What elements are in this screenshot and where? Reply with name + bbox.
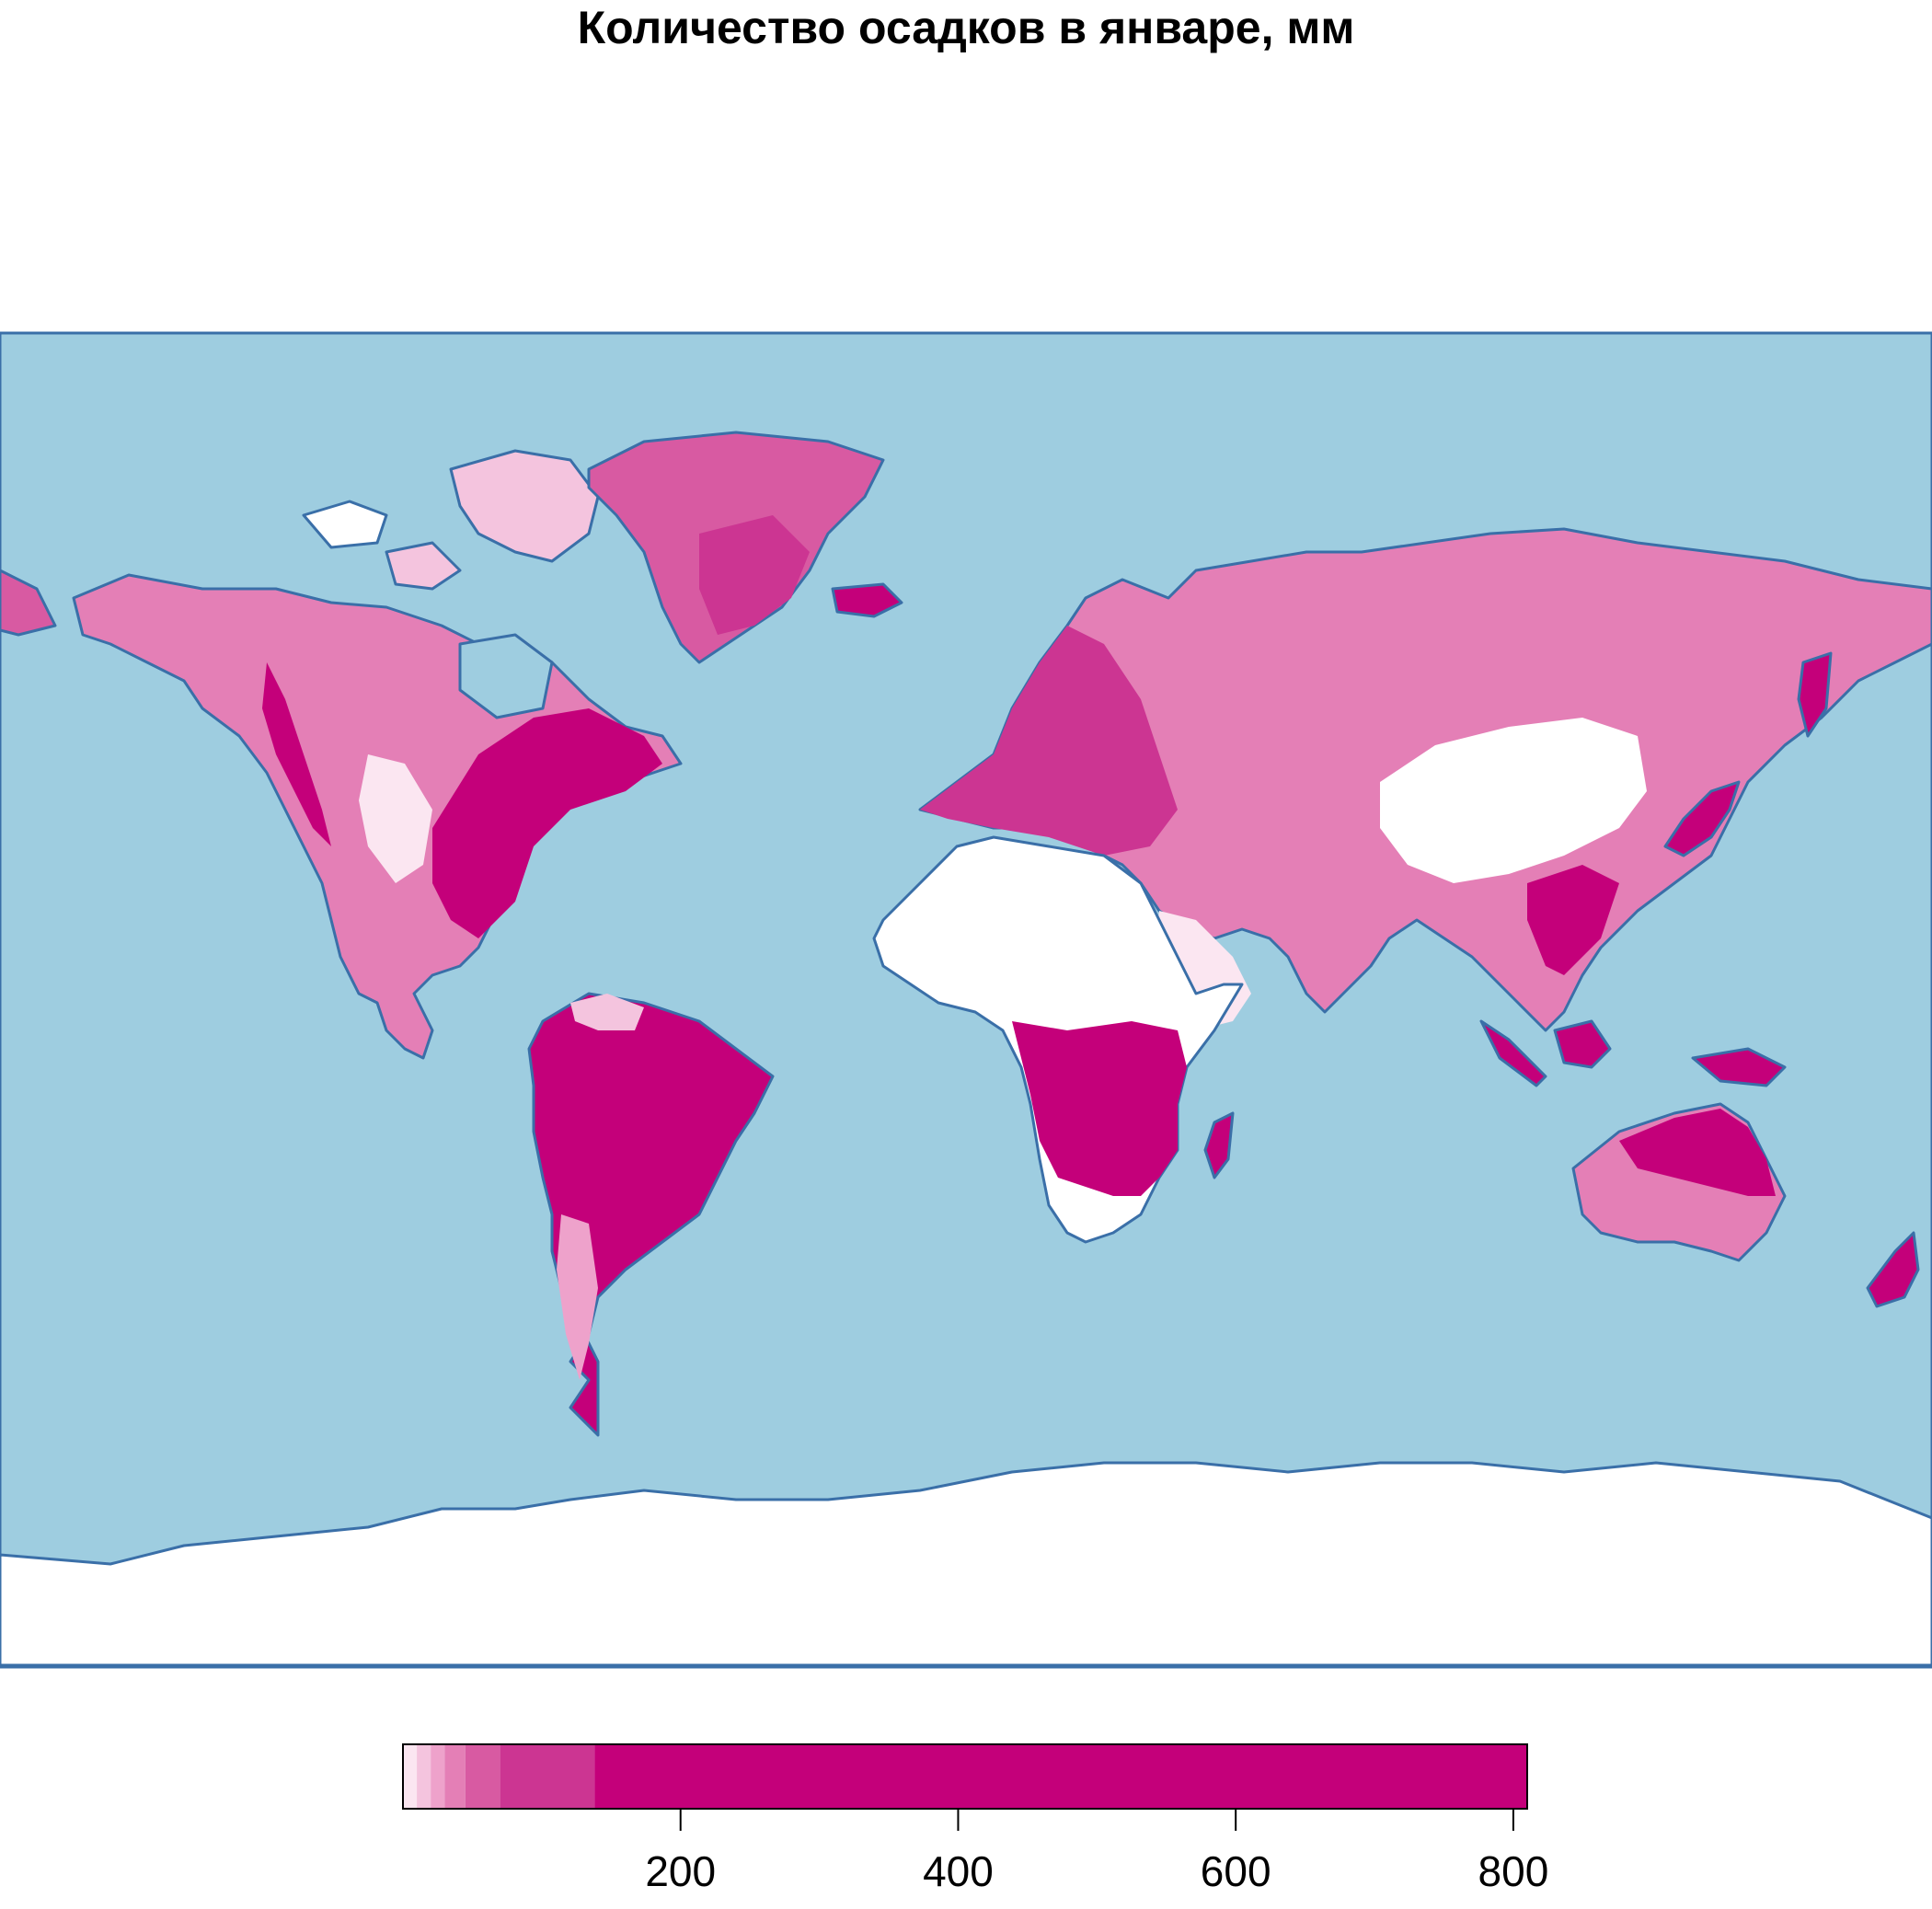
borneo: [1553, 1019, 1612, 1069]
landmasses: [0, 431, 1932, 1667]
legend-bin-6: [594, 1744, 1527, 1809]
legend-bin-2: [431, 1744, 445, 1809]
legend-bin-0: [403, 1744, 418, 1809]
sumatra: [1479, 1019, 1547, 1087]
asia-dry-core: [1380, 718, 1647, 883]
legend-tick-label-800: 800: [1478, 1847, 1549, 1895]
south-america-dry-west: [557, 1214, 598, 1380]
australia-wet-north: [1619, 1109, 1776, 1196]
legend-tick-label-400: 400: [923, 1847, 994, 1895]
legend-bin-3: [444, 1744, 466, 1809]
legend-bin-1: [417, 1744, 431, 1809]
arctic-islands: [449, 449, 600, 563]
europe-wet: [920, 626, 1178, 856]
arctic-island-2: [302, 500, 388, 549]
north-america-dry-south: [359, 754, 432, 883]
legend-color-bar: [403, 1744, 1527, 1809]
madagascar: [1203, 1111, 1235, 1179]
kamchatka: [1797, 651, 1833, 738]
arctic-island-3: [385, 541, 462, 591]
legend-ticks: 200 400 600 800: [645, 1809, 1548, 1895]
hudson-bay: [458, 633, 554, 719]
japan: [1663, 780, 1741, 857]
legend-bin-4: [465, 1744, 500, 1809]
new-guinea: [1691, 1047, 1787, 1087]
legend-tick-label-200: 200: [645, 1847, 716, 1895]
greenland-core: [699, 515, 810, 635]
alaska-tip: [0, 569, 57, 637]
africa-wet: [1012, 1021, 1187, 1196]
iceland: [831, 582, 903, 618]
new-zealand: [1866, 1231, 1920, 1308]
map-title: Количество осадков в январе, мм: [577, 2, 1355, 53]
north-america-wet-east: [432, 708, 662, 938]
legend-bin-5: [500, 1744, 595, 1809]
legend-tick-label-600: 600: [1201, 1847, 1271, 1895]
legend-frame: [402, 1743, 1528, 1810]
asia-wet-south: [1527, 865, 1619, 975]
south-america-dry-north: [570, 994, 644, 1030]
antarctica: [0, 1461, 1932, 1667]
north-america-wet-west: [262, 662, 331, 846]
